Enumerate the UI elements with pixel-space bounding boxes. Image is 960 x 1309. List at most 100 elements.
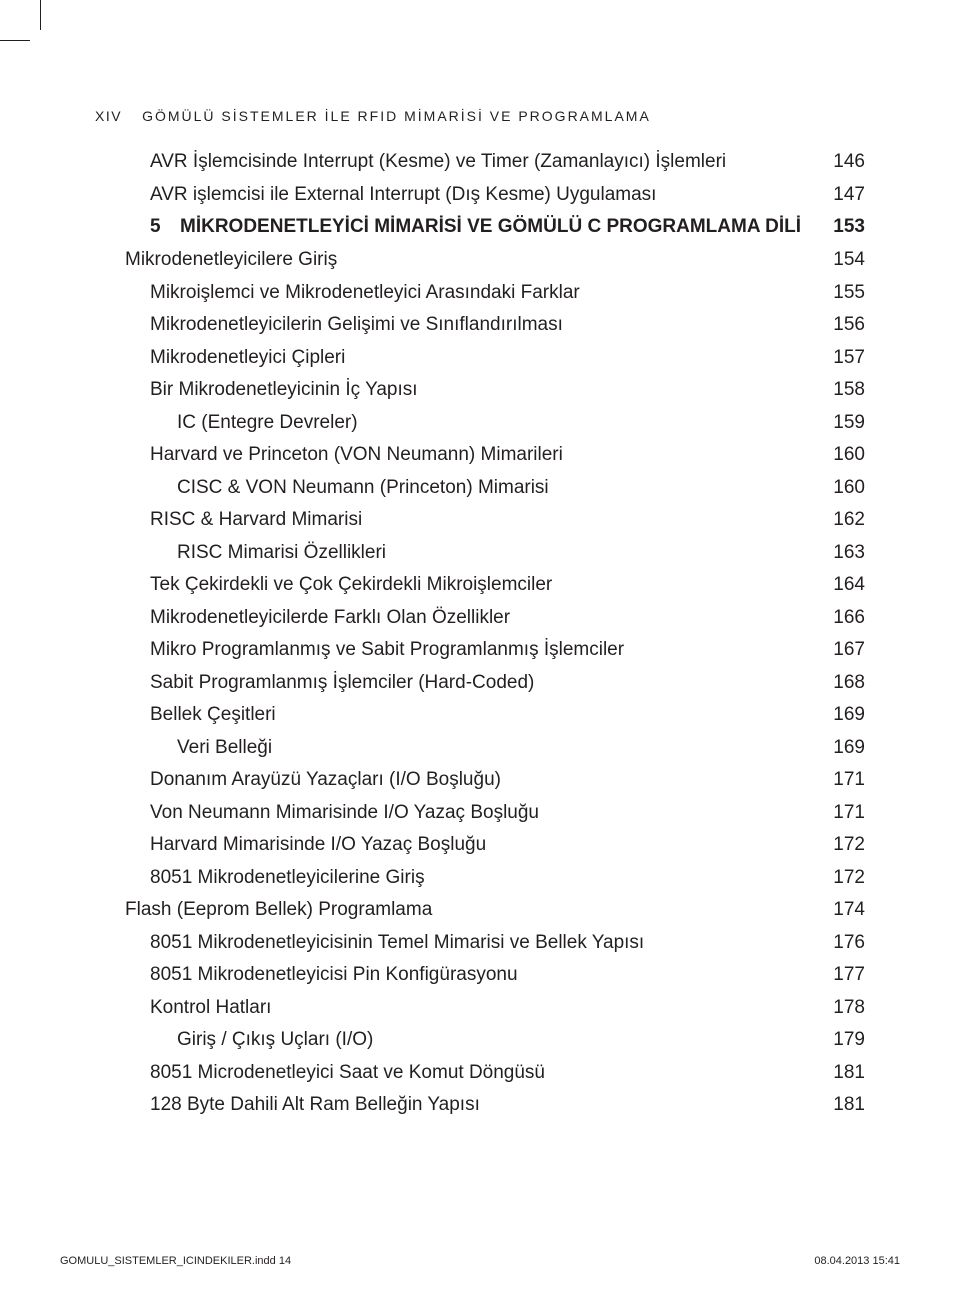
toc-entry-title: RISC & Harvard Mimarisi [95, 510, 825, 529]
toc-entry-page: 177 [825, 965, 865, 984]
toc-entry-title: Flash (Eeprom Bellek) Programlama [95, 900, 825, 919]
toc-entry-row: Harvard ve Princeton (VON Neumann) Mimar… [95, 445, 865, 464]
toc-entry-title: Mikrodenetleyici Çipleri [95, 348, 825, 367]
page-number-roman: XIV [95, 108, 122, 124]
toc-entry-title: 8051 Microdenetleyici Saat ve Komut Döng… [95, 1063, 825, 1082]
toc-entry-row: Bellek Çeşitleri169 [95, 705, 865, 724]
toc-entry-row: Mikrodenetleyicilerde Farklı Olan Özelli… [95, 608, 865, 627]
toc-entry-page: 157 [825, 348, 865, 367]
toc-entry-page: 147 [825, 185, 865, 204]
toc-entry-page: 178 [825, 998, 865, 1017]
crop-mark [0, 40, 30, 41]
toc-entry-page: 153 [825, 217, 865, 236]
toc-entry-row: 8051 Mikrodenetleyicisinin Temel Mimaris… [95, 933, 865, 952]
toc-entry-title: Harvard Mimarisinde I/O Yazaç Boşluğu [95, 835, 825, 854]
toc-entry-title: Bellek Çeşitleri [95, 705, 825, 724]
toc-entry-title: Donanım Arayüzü Yazaçları (I/O Boşluğu) [95, 770, 825, 789]
toc-entry-page: 164 [825, 575, 865, 594]
toc-entry-row: Donanım Arayüzü Yazaçları (I/O Boşluğu)1… [95, 770, 865, 789]
toc-entry-page: 158 [825, 380, 865, 399]
toc-entry-row: Mikrodenetleyicilerin Gelişimi ve Sınıfl… [95, 315, 865, 334]
toc-entry-page: 167 [825, 640, 865, 659]
toc-entry-title: CISC & VON Neumann (Princeton) Mimarisi [95, 478, 825, 497]
toc-entry-row: 128 Byte Dahili Alt Ram Belleğin Yapısı1… [95, 1095, 865, 1114]
footer: GOMULU_SISTEMLER_ICINDEKILER.indd 14 08.… [60, 1255, 900, 1267]
book-title: GÖMÜLÜ SİSTEMLER İLE RFID MİMARİSİ VE PR… [142, 108, 651, 124]
toc-entry-page: 155 [825, 283, 865, 302]
toc-entry-row: RISC & Harvard Mimarisi162 [95, 510, 865, 529]
toc-entry-title: Von Neumann Mimarisinde I/O Yazaç Boşluğ… [95, 803, 825, 822]
toc-entry-page: 172 [825, 835, 865, 854]
toc-entry-row: AVR İşlemcisinde Interrupt (Kesme) ve Ti… [95, 152, 865, 171]
toc-entry-page: 162 [825, 510, 865, 529]
toc-entry-title: Sabit Programlanmış İşlemciler (Hard-Cod… [95, 673, 825, 692]
table-of-contents: AVR İşlemcisinde Interrupt (Kesme) ve Ti… [95, 152, 865, 1114]
toc-entry-page: 166 [825, 608, 865, 627]
toc-entry-page: 172 [825, 868, 865, 887]
chapter-title-text: MİKRODENETLEYİCİ MİMARİSİ VE GÖMÜLÜ C PR… [180, 217, 801, 236]
toc-entry-title: Veri Belleği [95, 738, 825, 757]
toc-entry-row: CISC & VON Neumann (Princeton) Mimarisi1… [95, 478, 865, 497]
crop-mark [40, 0, 41, 30]
toc-entry-title: Giriş / Çıkış Uçları (I/O) [95, 1030, 825, 1049]
footer-timestamp: 08.04.2013 15:41 [814, 1255, 900, 1267]
page-container: XIV GÖMÜLÜ SİSTEMLER İLE RFID MİMARİSİ V… [0, 0, 960, 1114]
toc-entry-row: Giriş / Çıkış Uçları (I/O)179 [95, 1030, 865, 1049]
toc-entry-page: 171 [825, 803, 865, 822]
toc-entry-page: 168 [825, 673, 865, 692]
toc-entry-page: 156 [825, 315, 865, 334]
toc-entry-title: Mikrodenetleyicilerde Farklı Olan Özelli… [95, 608, 825, 627]
toc-entry-title: Bir Mikrodenetleyicinin İç Yapısı [95, 380, 825, 399]
toc-entry-title: Mikroişlemci ve Mikrodenetleyici Arasınd… [95, 283, 825, 302]
toc-entry-page: 160 [825, 478, 865, 497]
toc-entry-row: Mikrodenetleyicilere Giriş154 [95, 250, 865, 269]
toc-entry-row: 8051 Microdenetleyici Saat ve Komut Döng… [95, 1063, 865, 1082]
toc-entry-row: Veri Belleği169 [95, 738, 865, 757]
toc-entry-page: 174 [825, 900, 865, 919]
toc-entry-row: Kontrol Hatları178 [95, 998, 865, 1017]
toc-entry-row: Mikrodenetleyici Çipleri157 [95, 348, 865, 367]
toc-entry-title: AVR İşlemcisinde Interrupt (Kesme) ve Ti… [95, 152, 825, 171]
toc-entry-page: 181 [825, 1063, 865, 1082]
toc-entry-row: Von Neumann Mimarisinde I/O Yazaç Boşluğ… [95, 803, 865, 822]
toc-entry-row: Bir Mikrodenetleyicinin İç Yapısı158 [95, 380, 865, 399]
toc-entry-page: 181 [825, 1095, 865, 1114]
toc-entry-title: 8051 Mikrodenetleyicisi Pin Konfigürasyo… [95, 965, 825, 984]
toc-entry-title: 8051 Mikrodenetleyicilerine Giriş [95, 868, 825, 887]
toc-entry-title: Tek Çekirdekli ve Çok Çekirdekli Mikroiş… [95, 575, 825, 594]
toc-entry-title: RISC Mimarisi Özellikleri [95, 543, 825, 562]
toc-entry-title: Kontrol Hatları [95, 998, 825, 1017]
toc-entry-page: 169 [825, 738, 865, 757]
toc-chapter-row: 5MİKRODENETLEYİCİ MİMARİSİ VE GÖMÜLÜ C P… [95, 217, 865, 236]
toc-entry-row: 8051 Mikrodenetleyicilerine Giriş172 [95, 868, 865, 887]
toc-entry-row: AVR işlemcisi ile External Interrupt (Dı… [95, 185, 865, 204]
toc-entry-title: IC (Entegre Devreler) [95, 413, 825, 432]
toc-entry-row: Harvard Mimarisinde I/O Yazaç Boşluğu172 [95, 835, 865, 854]
toc-entry-page: 146 [825, 152, 865, 171]
toc-entry-row: Mikro Programlanmış ve Sabit Programlanm… [95, 640, 865, 659]
running-header: XIV GÖMÜLÜ SİSTEMLER İLE RFID MİMARİSİ V… [95, 108, 865, 124]
toc-entry-page: 169 [825, 705, 865, 724]
toc-entry-row: Flash (Eeprom Bellek) Programlama174 [95, 900, 865, 919]
toc-entry-title: Mikrodenetleyicilere Giriş [95, 250, 825, 269]
toc-entry-row: RISC Mimarisi Özellikleri163 [95, 543, 865, 562]
toc-entry-title: 128 Byte Dahili Alt Ram Belleğin Yapısı [95, 1095, 825, 1114]
toc-entry-page: 154 [825, 250, 865, 269]
toc-entry-title: 5MİKRODENETLEYİCİ MİMARİSİ VE GÖMÜLÜ C P… [95, 217, 825, 236]
toc-entry-row: Tek Çekirdekli ve Çok Çekirdekli Mikroiş… [95, 575, 865, 594]
toc-entry-row: 8051 Mikrodenetleyicisi Pin Konfigürasyo… [95, 965, 865, 984]
toc-entry-title: 8051 Mikrodenetleyicisinin Temel Mimaris… [95, 933, 825, 952]
toc-entry-row: IC (Entegre Devreler)159 [95, 413, 865, 432]
toc-entry-page: 176 [825, 933, 865, 952]
toc-entry-title: AVR işlemcisi ile External Interrupt (Dı… [95, 185, 825, 204]
footer-filename: GOMULU_SISTEMLER_ICINDEKILER.indd 14 [60, 1255, 291, 1267]
chapter-number: 5 [150, 217, 180, 236]
toc-entry-page: 163 [825, 543, 865, 562]
toc-entry-row: Sabit Programlanmış İşlemciler (Hard-Cod… [95, 673, 865, 692]
toc-entry-row: Mikroişlemci ve Mikrodenetleyici Arasınd… [95, 283, 865, 302]
toc-entry-page: 159 [825, 413, 865, 432]
toc-entry-title: Mikro Programlanmış ve Sabit Programlanm… [95, 640, 825, 659]
toc-entry-page: 160 [825, 445, 865, 464]
toc-entry-title: Mikrodenetleyicilerin Gelişimi ve Sınıfl… [95, 315, 825, 334]
toc-entry-page: 171 [825, 770, 865, 789]
